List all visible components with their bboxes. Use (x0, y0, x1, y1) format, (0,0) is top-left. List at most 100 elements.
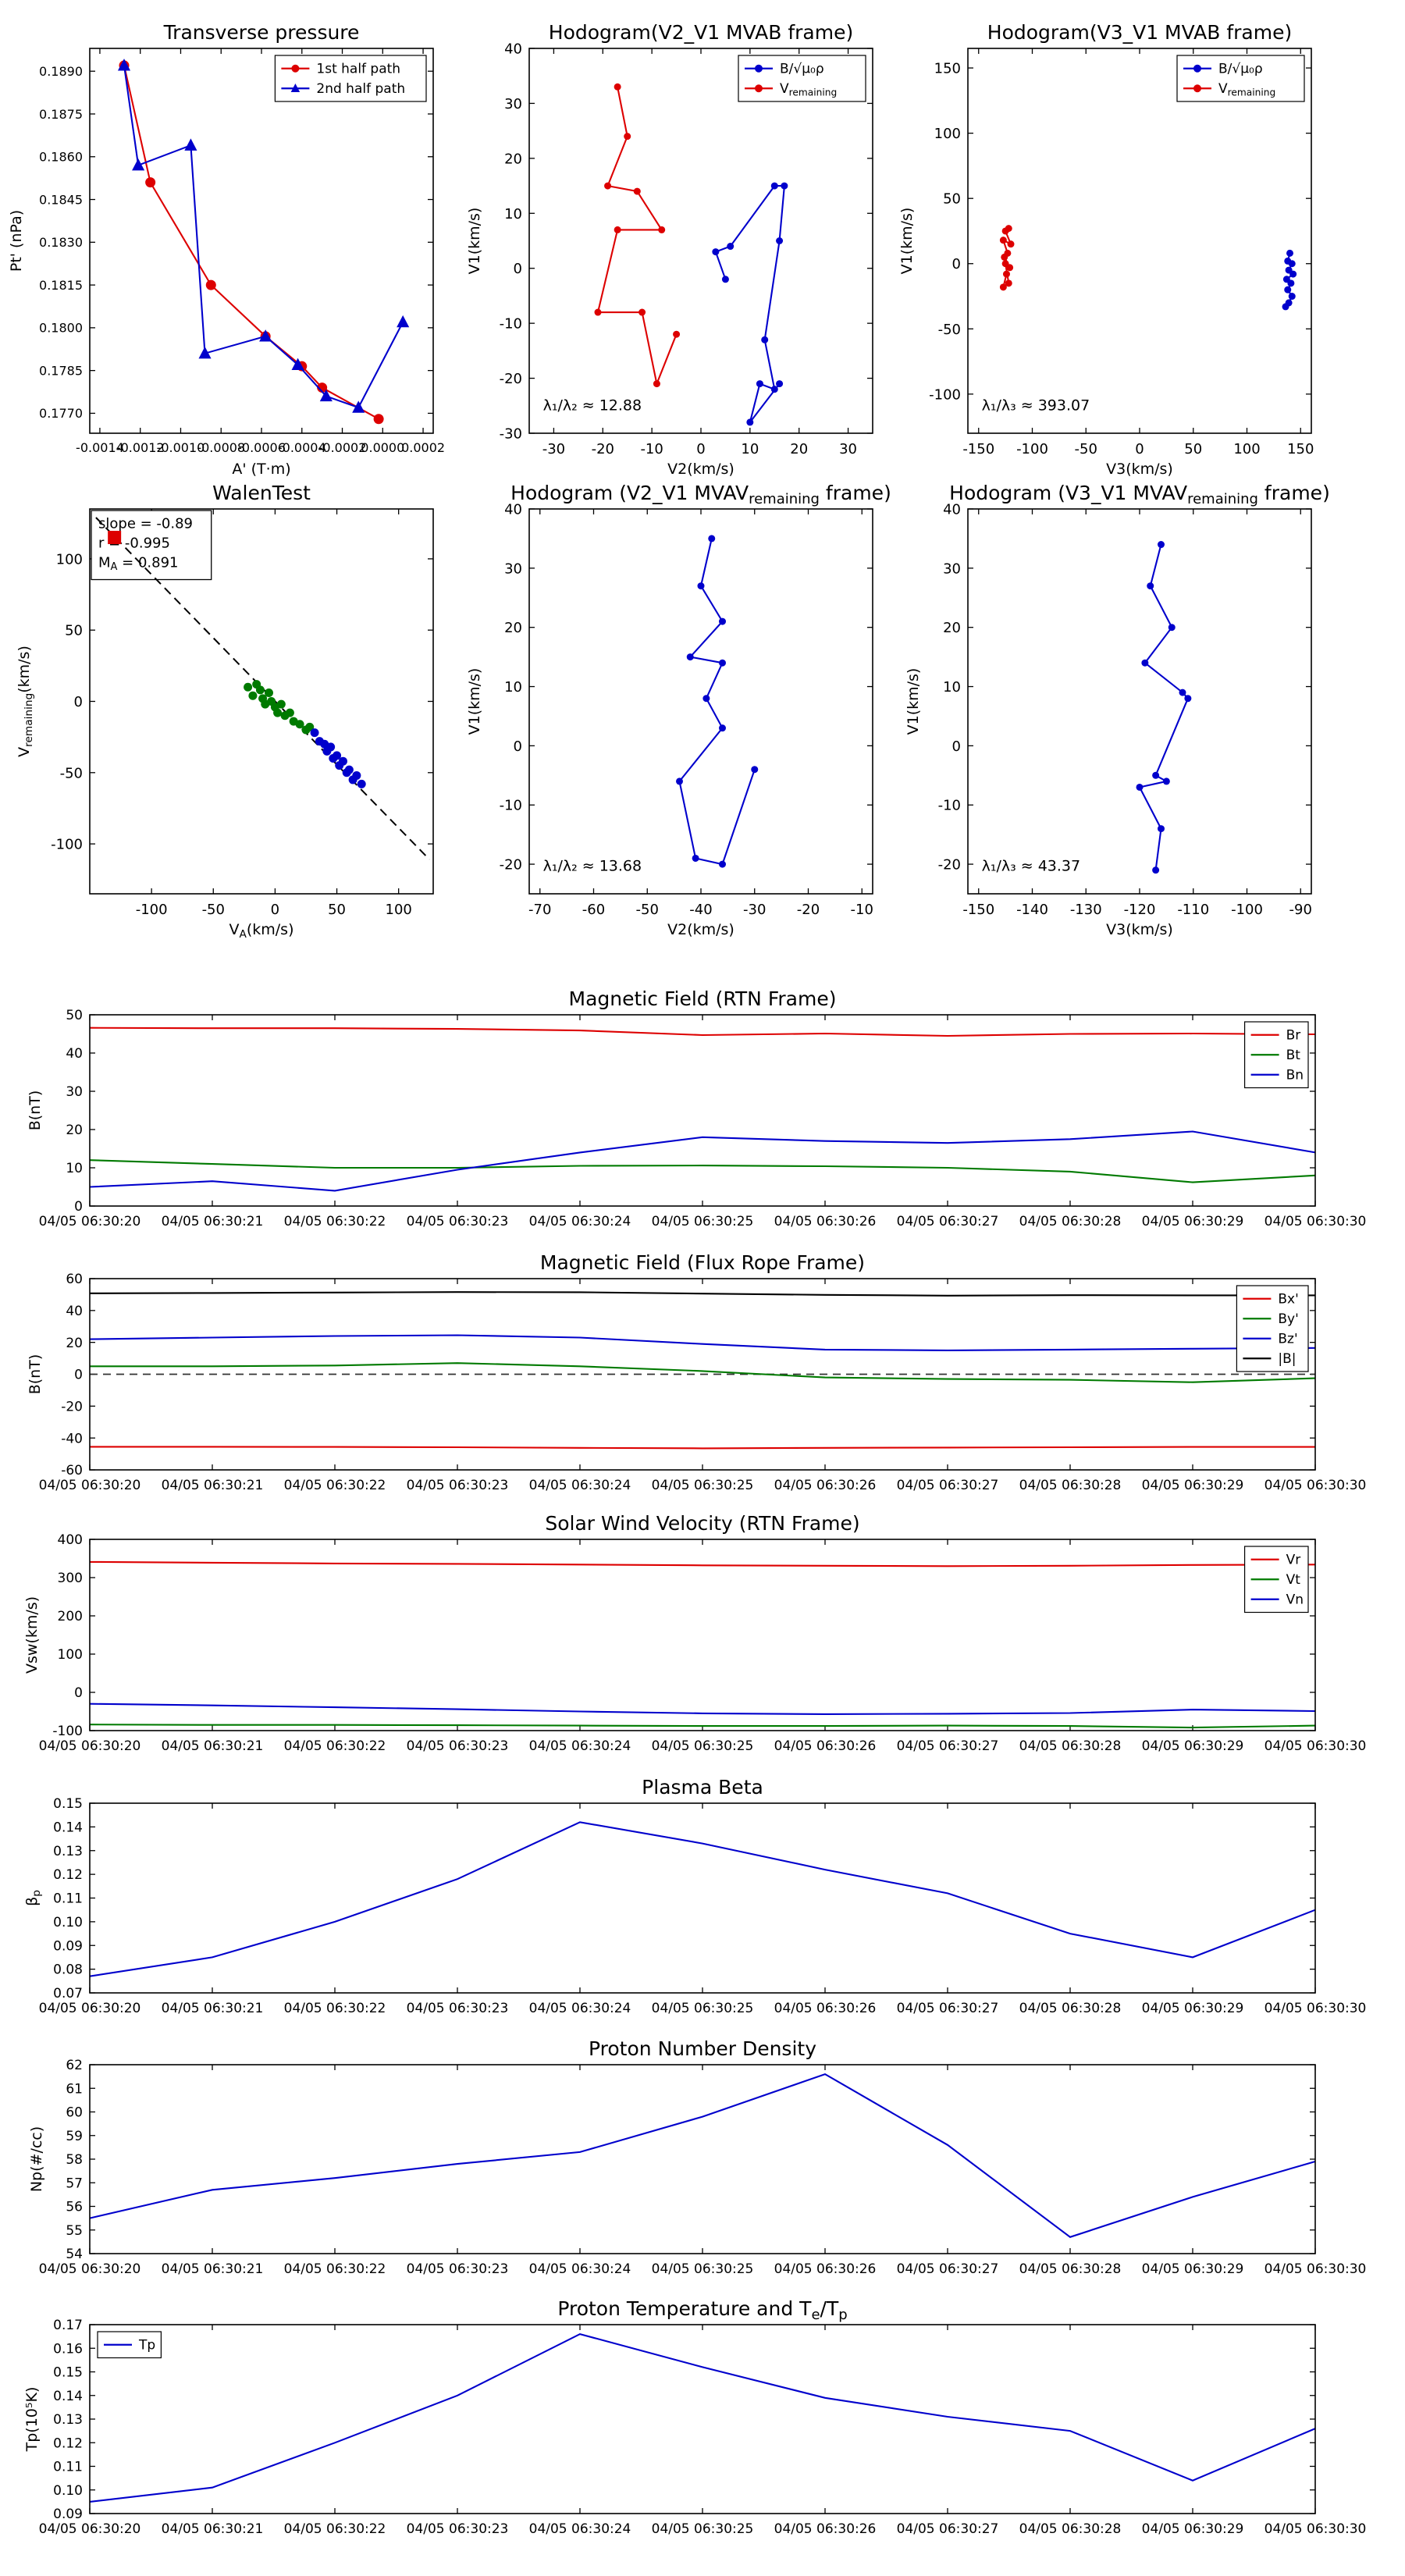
legend-label: Bt (1286, 1048, 1301, 1063)
text-run: 04/05 06:30:21 (162, 2261, 264, 2277)
chart-title: Hodogram(V2_V1 MVAB frame) (549, 21, 853, 44)
text-run: -30 (743, 902, 766, 918)
text-run: Hodogram(V2_V1 MVAB frame) (549, 21, 853, 44)
chart-proton-temp: 04/05 06:30:20 04/05 06:30:21 04/05 06:30:… (23, 2297, 1366, 2537)
x-tick-label: 04/05 06:30:26 (774, 1214, 877, 1229)
marker-dot (1288, 260, 1296, 268)
text-run: 30 (504, 96, 522, 112)
annotation-text: λ₁/λ₂ ≈ 13.68 (543, 857, 642, 874)
x-tick-label: -0.0010 (157, 440, 205, 455)
chart-hodogram-v2v1-mvab: -30 -20 -10 0 10 20 30 -30 -20 -10 0 10 20 30 40 Hodogr… (466, 21, 873, 478)
y-axis-label: Vsw(km/s) (23, 1596, 41, 1674)
marker-dot (1289, 270, 1297, 278)
text-run: 0.11 (53, 1891, 83, 1907)
plot-area (90, 48, 433, 433)
text-run: 04/05 06:30:20 (39, 2001, 141, 2016)
y-axis-label: V1(km/s) (898, 208, 916, 275)
series-b (89, 1291, 1315, 1297)
x-tick-label: 04/05 06:30:27 (897, 1214, 999, 1229)
text-run: 0 (1135, 441, 1144, 457)
text-run: 40 (66, 1046, 83, 1062)
text-run: remaining (1228, 87, 1276, 98)
series-line (89, 1334, 1316, 1351)
y-tick-label: 20 (66, 1123, 83, 1138)
marker-dot (1184, 695, 1192, 703)
axes-frame (89, 1014, 1316, 1207)
y-tick-label: 0.15 (53, 2365, 83, 2381)
y-tick-label: 20 (504, 151, 522, 167)
marker-triangle (117, 59, 131, 71)
marker-dot (1158, 825, 1165, 833)
text-run: V1(km/s) (466, 208, 483, 275)
marker-dot (205, 279, 216, 290)
axes-frame (89, 2324, 1316, 2514)
text-run: 04/05 06:30:26 (774, 2001, 877, 2016)
text-run: -0.0002 (318, 440, 367, 455)
series-line (89, 1026, 1316, 1037)
marker-dot (999, 237, 1007, 244)
text-run: 04/05 06:30:23 (407, 2521, 509, 2537)
marker-dot (248, 691, 258, 700)
text-run: 61 (66, 2081, 83, 2097)
text-run: V1(km/s) (905, 668, 922, 735)
marker-dot (310, 728, 319, 738)
text-run: 30 (839, 441, 857, 457)
text-run: -10 (500, 316, 522, 333)
marker-dot (1284, 286, 1292, 294)
marker-triangle (397, 315, 410, 328)
plot-area (90, 1803, 1315, 1993)
legend-label: B/√μ₀ρ (780, 62, 824, 77)
y-tick-label: 300 (58, 1571, 83, 1586)
text-run: 200 (58, 1609, 83, 1624)
text-run: Transverse pressure (163, 21, 360, 44)
x-tick-label: 04/05 06:30:30 (1264, 2261, 1367, 2277)
text-run: 04/05 06:30:29 (1142, 1738, 1244, 1754)
marker-dot (999, 283, 1007, 291)
marker-dot (686, 653, 694, 661)
x-tick-label: 30 (839, 441, 857, 457)
text-run: -10 (851, 902, 873, 918)
text-run: 04/05 06:30:22 (284, 1738, 386, 1754)
marker-dot (770, 386, 778, 393)
x-tick-label: 04/05 06:30:30 (1264, 1738, 1367, 1754)
text-run: 0.10 (53, 2483, 83, 2499)
y-tick-label: 0.13 (53, 1844, 83, 1859)
marker-dot (781, 182, 788, 190)
text-run: 0 (514, 738, 522, 755)
text-run: 150 (1287, 441, 1314, 457)
y-tick-label: 61 (66, 2081, 83, 2097)
axes-frame (528, 508, 873, 895)
text-run: 30 (943, 560, 961, 577)
marker-dot (344, 765, 354, 774)
y-tick-label: 50 (943, 191, 961, 208)
axes-frame (967, 48, 1312, 434)
x-tick-label: 04/05 06:30:22 (284, 1478, 386, 1493)
y-tick-label: 50 (66, 1008, 83, 1023)
chart-transverse-pressure: -0.0014-0.0012-0.0010-0.0008-0.0006-0.00… (8, 21, 445, 478)
series-line (89, 2073, 1316, 2238)
text-run: 100 (56, 551, 83, 568)
text-run: 50 (66, 1008, 83, 1023)
x-tick-label: 04/05 06:30:22 (284, 2521, 386, 2537)
text-run: -20 (61, 1399, 83, 1414)
y-tick-label: 40 (66, 1046, 83, 1062)
y-tick-label: 0.17 (53, 2318, 83, 2333)
chart-title: Solar Wind Velocity (RTN Frame) (545, 1512, 859, 1535)
text-run: 10 (504, 206, 522, 222)
y-tick-label: 0.09 (53, 2507, 83, 2522)
text-run: 04/05 06:30:30 (1264, 2001, 1367, 2016)
marker-dot (751, 766, 759, 774)
y-tick-label: 20 (66, 1336, 83, 1351)
text-run: -20 (797, 902, 820, 918)
text-run: Magnetic Field (Flux Rope Frame) (540, 1251, 865, 1274)
y-tick-label: 0.10 (53, 1915, 83, 1930)
y-tick-label: 0.13 (53, 2412, 83, 2428)
text-run: Tp(10⁵K) (23, 2387, 41, 2453)
y-tick-label: 150 (934, 61, 961, 77)
series-line (89, 1130, 1316, 1192)
plot-area (968, 509, 1311, 894)
text-run: -20 (500, 371, 522, 387)
y-tick-label: -100 (52, 1724, 83, 1739)
series-bz (89, 1334, 1316, 1351)
